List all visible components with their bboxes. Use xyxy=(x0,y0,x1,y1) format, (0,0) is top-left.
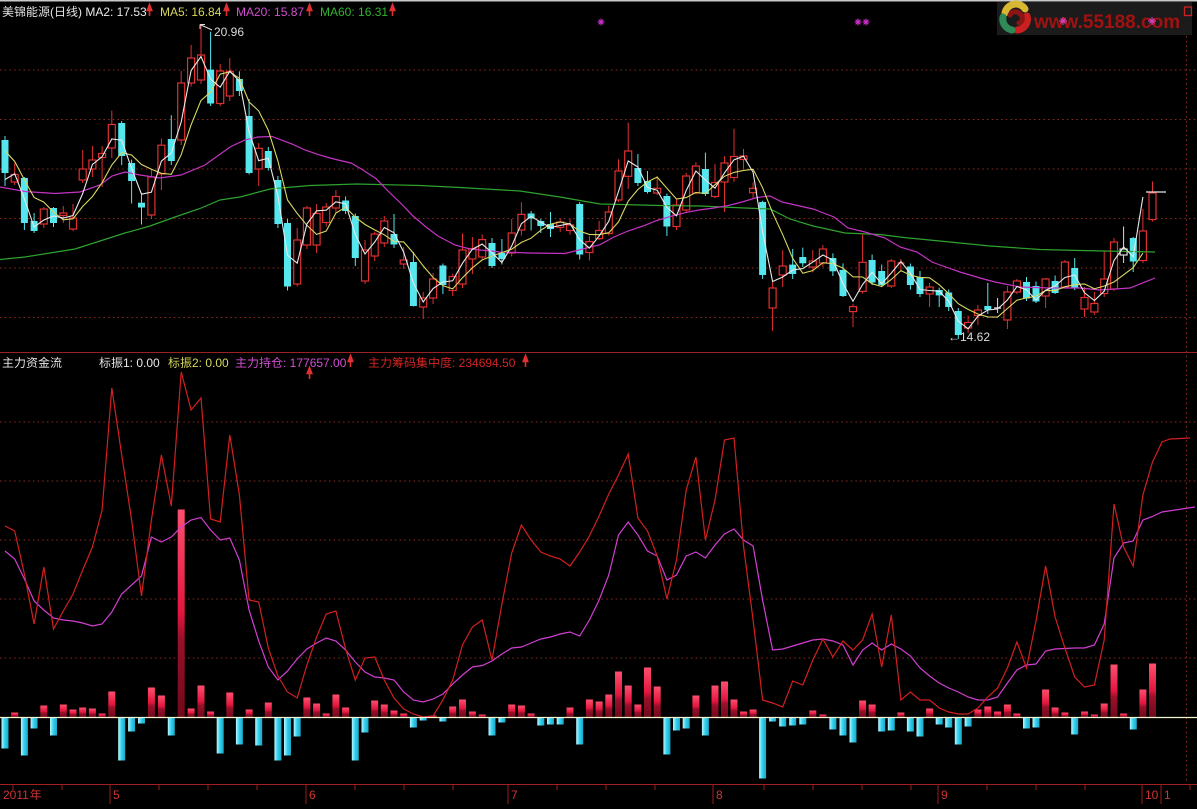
svg-text:(: ( xyxy=(50,5,54,19)
svg-text:MA20: 15.87: MA20: 15.87 xyxy=(236,5,304,19)
svg-text:www.55188.com: www.55188.com xyxy=(1033,12,1180,33)
svg-text:MA60: 16.31: MA60: 16.31 xyxy=(320,5,388,19)
svg-text:10: 10 xyxy=(1145,788,1159,802)
svg-text:5: 5 xyxy=(113,788,120,802)
svg-text:1: 1 xyxy=(1164,788,1171,802)
svg-text:1: 0.00: 1: 0.00 xyxy=(123,356,160,370)
svg-text:20.96: 20.96 xyxy=(214,25,244,39)
svg-text:6: 6 xyxy=(309,788,316,802)
svg-text:MA5: 16.84: MA5: 16.84 xyxy=(160,5,222,19)
svg-text:8: 8 xyxy=(716,788,723,802)
svg-text:: 177657.00: : 177657.00 xyxy=(283,356,347,370)
svg-text:) MA2: 17.53: ) MA2: 17.53 xyxy=(78,5,147,19)
svg-text:2011: 2011 xyxy=(3,788,29,802)
svg-text:2: 0.00: 2: 0.00 xyxy=(192,356,229,370)
svg-text:9: 9 xyxy=(941,788,948,802)
svg-text:: 234694.50: : 234694.50 xyxy=(452,356,516,370)
svg-text:7: 7 xyxy=(511,788,518,802)
svg-text:←14.62: ←14.62 xyxy=(948,330,990,344)
